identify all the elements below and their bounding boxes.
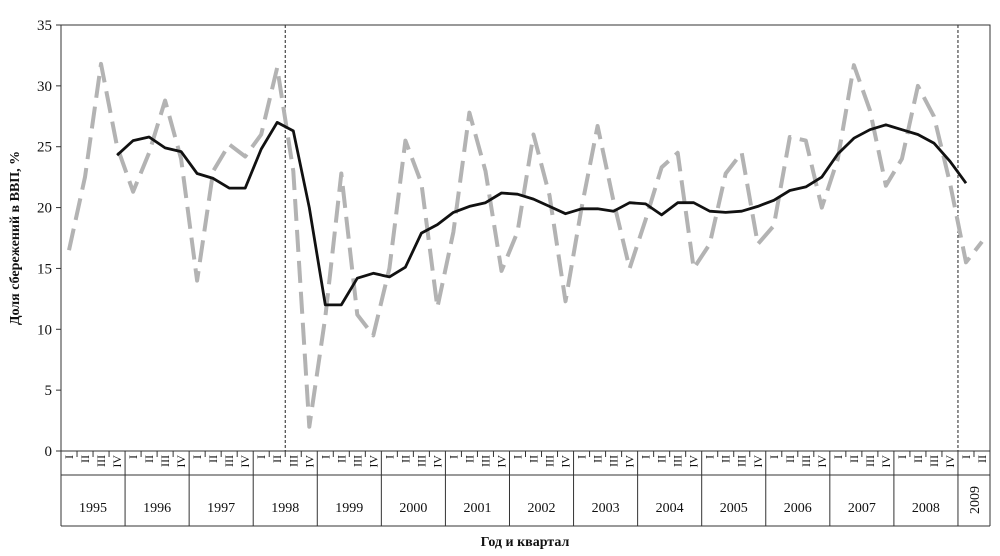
quarter-label: II <box>975 455 989 463</box>
quarter-label: I <box>831 455 845 459</box>
year-label: 2005 <box>720 501 748 516</box>
quarter-label: IV <box>302 455 316 468</box>
quarter-label: II <box>334 455 348 463</box>
y-axis-title: Доля сбережений в ВВП, % <box>8 151 23 325</box>
quarter-label: I <box>254 455 268 459</box>
year-label: 2002 <box>528 501 556 516</box>
quarter-label: I <box>959 455 973 459</box>
quarter-label: IV <box>238 455 252 468</box>
quarter-label: IV <box>174 455 188 468</box>
y-tick-label: 10 <box>37 322 52 338</box>
quarter-label: IV <box>815 455 829 468</box>
y-tick-label: 30 <box>37 79 52 95</box>
series-group <box>67 61 984 429</box>
quarter-label: III <box>543 455 557 467</box>
quarter-label: I <box>703 455 717 459</box>
year-label: 1996 <box>143 501 171 516</box>
quarter-label: IV <box>366 455 380 468</box>
quarter-label: I <box>382 455 396 459</box>
year-label: 2007 <box>848 501 876 516</box>
quarter-label: II <box>142 455 156 463</box>
year-label: 2000 <box>399 501 427 516</box>
quarter-label: IV <box>559 455 573 468</box>
quarter-label: I <box>62 455 76 459</box>
reference-lines <box>284 25 959 451</box>
quarter-label: I <box>446 455 460 459</box>
series-line-dashed <box>67 61 984 429</box>
quarter-label: II <box>527 455 541 463</box>
quarter-label: III <box>927 455 941 467</box>
quarter-label: I <box>895 455 909 459</box>
y-axis: 0 5 10 15 20 25 30 35 <box>37 18 61 460</box>
year-label: 1998 <box>271 501 299 516</box>
quarter-label: II <box>655 455 669 463</box>
quarter-label: II <box>270 455 284 463</box>
year-label: 1997 <box>207 501 235 516</box>
quarter-label: IV <box>494 455 508 468</box>
quarter-label: III <box>863 455 877 467</box>
year-label: 2001 <box>463 501 491 516</box>
quarter-label: II <box>78 455 92 463</box>
year-label: 1999 <box>335 501 363 516</box>
quarter-label: III <box>799 455 813 467</box>
quarter-label: IV <box>430 455 444 468</box>
quarter-label: II <box>783 455 797 463</box>
quarter-label: I <box>510 455 524 459</box>
quarter-label: II <box>847 455 861 463</box>
quarter-label: IV <box>943 455 957 468</box>
year-label: 2008 <box>912 501 940 516</box>
quarter-label: II <box>462 455 476 463</box>
y-tick-label: 25 <box>37 140 52 156</box>
quarter-label: III <box>94 455 108 467</box>
quarter-label: IV <box>623 455 637 468</box>
series-line-solid <box>116 121 968 307</box>
quarter-label: III <box>478 455 492 467</box>
quarter-label: II <box>206 455 220 463</box>
quarter-label: I <box>575 455 589 459</box>
quarter-label: III <box>414 455 428 467</box>
year-label: 2003 <box>592 501 620 516</box>
quarter-label: III <box>735 455 749 467</box>
quarter-label: I <box>767 455 781 459</box>
quarter-label: II <box>591 455 605 463</box>
quarter-label: IV <box>687 455 701 468</box>
y-tick-label: 20 <box>37 201 52 217</box>
quarter-label: III <box>350 455 364 467</box>
x-axis-title: Год и квартал <box>481 535 570 550</box>
y-tick-label: 15 <box>37 261 52 277</box>
year-label: 2009 <box>968 486 983 514</box>
quarter-label: II <box>719 455 733 463</box>
quarter-label: I <box>190 455 204 459</box>
quarter-label: I <box>126 455 140 459</box>
year-label: 2006 <box>784 501 812 516</box>
quarter-label: III <box>671 455 685 467</box>
quarter-label: I <box>639 455 653 459</box>
quarter-label: III <box>286 455 300 467</box>
year-label: 2004 <box>656 501 684 516</box>
y-tick-label: 35 <box>37 18 52 34</box>
quarter-label: III <box>158 455 172 467</box>
quarter-label: III <box>607 455 621 467</box>
quarter-label: IV <box>110 455 124 468</box>
quarter-label: III <box>222 455 236 467</box>
quarter-label: II <box>911 455 925 463</box>
year-label: 1995 <box>79 501 107 516</box>
y-tick-label: 5 <box>45 383 53 399</box>
y-tick-label: 0 <box>45 444 53 460</box>
quarter-label: I <box>318 455 332 459</box>
plot-frame <box>60 24 991 452</box>
quarter-label: IV <box>879 455 893 468</box>
quarter-label: IV <box>751 455 765 468</box>
quarter-label: II <box>398 455 412 463</box>
